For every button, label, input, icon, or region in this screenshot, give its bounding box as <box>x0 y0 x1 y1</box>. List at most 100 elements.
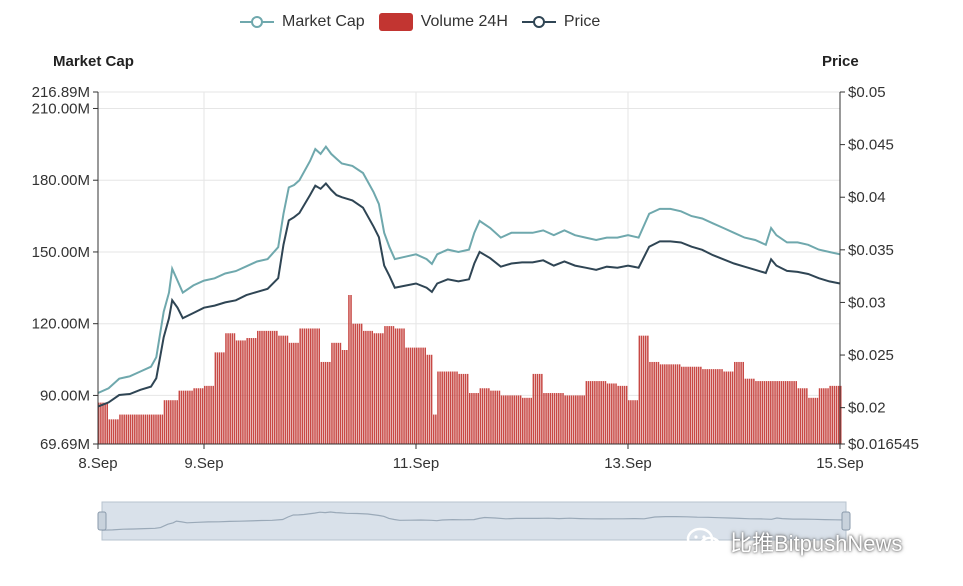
volume-bar <box>770 381 772 444</box>
volume-bar <box>784 381 787 444</box>
volume-bar <box>201 388 204 444</box>
legend-item-volume[interactable]: Volume 24H <box>378 12 508 32</box>
volume-bar <box>490 390 492 444</box>
volume-bar <box>134 414 136 444</box>
volume-bar <box>647 335 649 444</box>
volume-bar <box>189 390 191 444</box>
legend-item-market-cap[interactable]: Market Cap <box>240 13 365 31</box>
volume-bar <box>827 388 829 444</box>
volume-bar <box>583 395 585 444</box>
volume-bar <box>655 361 658 444</box>
volume-bar <box>640 335 643 444</box>
volume-bar <box>339 342 342 444</box>
volume-bar <box>630 400 632 444</box>
volume-bar <box>176 400 178 444</box>
volume-bar <box>496 390 499 444</box>
volume-bar <box>808 397 810 444</box>
volume-bar <box>636 400 638 444</box>
legend-label-market-cap: Market Cap <box>282 13 365 30</box>
volume-bar <box>812 397 814 444</box>
volume-bar <box>475 393 477 444</box>
volume-bar <box>161 414 164 444</box>
left-tick-label: 210.00M <box>32 100 90 117</box>
volume-bar <box>136 414 138 444</box>
volume-bar <box>363 330 365 444</box>
volume-bar <box>250 338 253 444</box>
legend[interactable]: Market Cap Volume 24H Price <box>240 12 600 32</box>
volume-bar <box>530 397 532 444</box>
left-tick-label: 69.69M <box>40 436 90 453</box>
volume-bar <box>390 326 393 444</box>
right-axis-title: Price <box>822 53 859 70</box>
volume-bar <box>216 352 219 444</box>
volume-bar <box>441 371 443 444</box>
volume-bar <box>146 414 149 444</box>
right-tick-label: $0.04 <box>848 189 886 206</box>
volume-bar <box>121 414 123 444</box>
volume-bar <box>231 333 234 444</box>
volume-bar <box>835 385 838 444</box>
volume-bar <box>271 330 274 444</box>
volume-bar <box>511 395 513 444</box>
volume-bar <box>379 333 382 444</box>
volume-bar <box>793 381 795 444</box>
volume-bar <box>801 388 804 444</box>
volume-bar <box>100 402 102 444</box>
volume-bar <box>424 347 426 444</box>
volume-bar <box>123 414 125 444</box>
volume-bar <box>265 330 267 444</box>
volume-bar <box>312 328 314 444</box>
volume-bar <box>318 328 320 444</box>
volume-bar <box>717 369 719 444</box>
volume-bar <box>702 369 704 444</box>
volume-bar <box>611 383 613 444</box>
volume-bar <box>791 381 793 444</box>
volume-bar <box>354 323 357 444</box>
volume-bar <box>430 354 433 444</box>
volume-bar <box>755 381 757 444</box>
volume-bar <box>753 378 755 444</box>
volume-bar <box>517 395 520 444</box>
volume-bar <box>799 388 802 444</box>
volume-bar <box>492 390 494 444</box>
volume-bar <box>519 395 522 444</box>
volume-bar <box>409 347 412 444</box>
volume-bar <box>341 349 344 444</box>
volume-bar <box>505 395 507 444</box>
volume-bar <box>685 366 687 444</box>
volume-bar <box>208 385 210 444</box>
volume-bar <box>182 390 185 444</box>
volume-bar <box>282 335 284 444</box>
zoom-slider[interactable] <box>97 501 851 541</box>
volume-bar <box>617 385 619 444</box>
volume-bar <box>293 342 295 444</box>
volume-bar <box>748 378 751 444</box>
volume-bar <box>197 388 200 444</box>
volume-bar <box>452 371 454 444</box>
volume-bar <box>159 414 161 444</box>
volume-bar <box>356 323 359 444</box>
volume-bar <box>763 381 766 444</box>
volume-bar <box>608 383 611 444</box>
volume-bar <box>522 397 524 444</box>
volume-bar <box>411 347 414 444</box>
volume-bar <box>666 364 668 444</box>
volume-bar <box>526 397 528 444</box>
volume-bar <box>248 338 251 444</box>
volume-bar <box>806 388 808 444</box>
volume-bar <box>303 328 306 444</box>
volume-bar <box>532 373 535 444</box>
volume-bar <box>153 414 155 444</box>
volume-bar <box>823 388 825 444</box>
volume-bar <box>119 414 121 444</box>
volume-bar <box>110 419 113 444</box>
legend-item-price[interactable]: Price <box>521 13 600 31</box>
volume-bar <box>235 340 238 444</box>
volume-bar <box>212 385 214 444</box>
volume-bar <box>634 400 636 444</box>
volume-bar <box>240 340 242 444</box>
volume-bar <box>114 419 117 444</box>
volume-bar <box>678 364 681 444</box>
volume-bar <box>549 393 552 444</box>
wechat-icon <box>686 527 722 556</box>
